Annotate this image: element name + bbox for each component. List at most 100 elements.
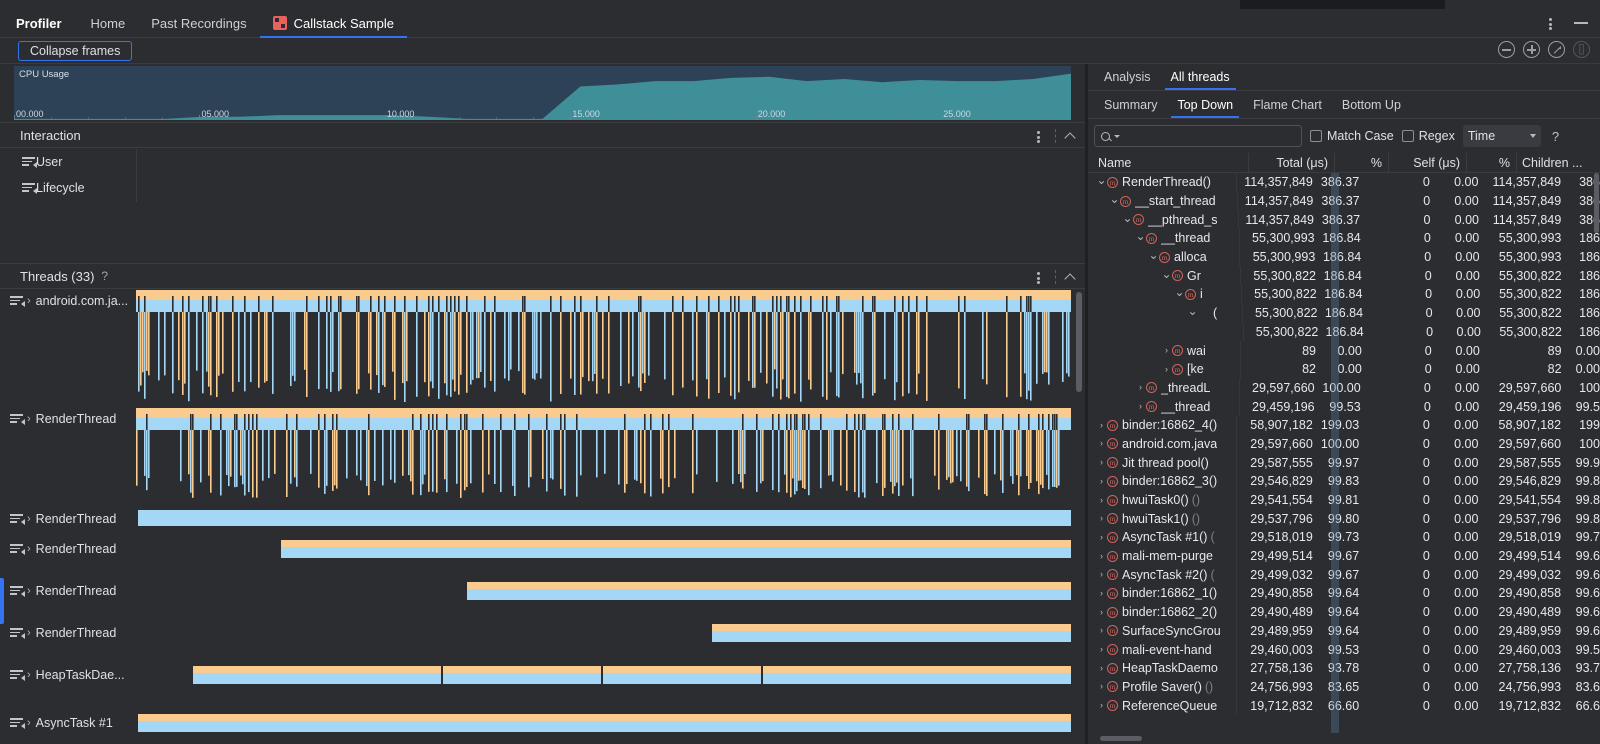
chevron-right-icon[interactable]: › [1100, 531, 1103, 542]
expand-arrow-icon[interactable]: › [27, 543, 31, 555]
chevron-right-icon[interactable]: › [1100, 494, 1103, 505]
table-row[interactable]: ⌄ m __thread 55,300,993 186.84 0 0.00 55,300,99… [1088, 229, 1600, 248]
thread-row-label-wrap[interactable]: › RenderThread [0, 538, 136, 560]
table-row[interactable]: 55,300,822 186.84 0 0.00 55,300,822 186 [1088, 322, 1600, 342]
column-header-total[interactable]: Total (μs) [1248, 152, 1334, 173]
chevron-down-icon[interactable]: ⌄ [1148, 248, 1159, 263]
chevron-down-icon[interactable]: ⌄ [1122, 210, 1133, 225]
thread-row[interactable]: › RenderThread [0, 538, 1085, 560]
tab-top-down[interactable]: Top Down [1167, 91, 1243, 118]
table-row[interactable]: ⌄(55,300,822 186.84 0 0.00 55,300,822 186 [1088, 303, 1600, 323]
table-row[interactable]: › m Jit thread pool() 29,587,555 99.97 0 0.00 2… [1088, 453, 1600, 472]
column-header-children[interactable]: Children ... [1516, 152, 1600, 173]
table-row[interactable]: › m Profile Saver()() 24,756,993 83.65 0 0.00 2… [1088, 677, 1600, 697]
help-icon[interactable]: ? [1551, 128, 1560, 144]
kebab-menu-icon[interactable] [1542, 15, 1558, 31]
chevron-right-icon[interactable]: › [1100, 606, 1103, 617]
chevron-right-icon[interactable]: › [1100, 513, 1103, 524]
chevron-right-icon[interactable]: › [1100, 457, 1103, 468]
search-input[interactable] [1094, 125, 1302, 147]
chevron-down-icon[interactable]: ⌄ [1187, 304, 1198, 319]
kebab-menu-icon[interactable] [1030, 128, 1046, 144]
chevron-right-icon[interactable]: › [1165, 363, 1168, 374]
kebab-menu-icon[interactable] [1030, 269, 1046, 285]
thread-row[interactable]: › RenderThread [0, 508, 1085, 530]
thread-row-label-wrap[interactable]: › AsyncTask #1 [0, 712, 136, 734]
column-header-name[interactable]: Name [1098, 155, 1132, 170]
unit-select[interactable]: Time [1462, 125, 1541, 147]
table-row[interactable]: › m binder:16862_2() 29,490,489 99.64 0 0.00 29… [1088, 602, 1600, 622]
table-row[interactable]: › m AsyncTask #2()(29,499,032 99.67 0 0.00 29,… [1088, 565, 1600, 585]
chevron-right-icon[interactable]: › [1100, 475, 1103, 486]
thread-flame-track[interactable] [136, 664, 1071, 698]
interaction-row-user[interactable]: User [0, 149, 1085, 175]
column-header-total-pct[interactable]: % [1334, 152, 1388, 173]
tab-home[interactable]: Home [78, 9, 139, 38]
chevron-right-icon[interactable]: › [1100, 550, 1103, 561]
timeline-vertical-scrollbar[interactable] [1076, 292, 1082, 392]
table-row[interactable]: › m AsyncTask #1()(29,518,019 99.73 0 0.00 29,… [1088, 528, 1600, 547]
thread-row-label-wrap[interactable]: › RenderThread [0, 408, 136, 430]
chevron-right-icon[interactable]: › [1100, 419, 1103, 430]
table-vertical-scrollbar[interactable] [1594, 173, 1599, 233]
thread-flame-track[interactable] [136, 408, 1071, 498]
tab-all-threads[interactable]: All threads [1161, 64, 1240, 90]
chevron-down-icon[interactable]: ⌄ [1109, 192, 1120, 207]
threads-section-header[interactable]: Threads (33) ? [0, 263, 1085, 289]
tab-past-recordings[interactable]: Past Recordings [138, 9, 259, 38]
collapse-frames-button[interactable]: Collapse frames [18, 40, 133, 61]
thread-row-label-wrap[interactable]: › android.com.ja... [0, 290, 136, 312]
table-row[interactable]: › m HeapTaskDaemo 27,758,136 93.78 0 0.00 27,75… [1088, 658, 1600, 678]
table-row[interactable]: › m android.com.java 29,597,660 100.00 0 0.00 2… [1088, 434, 1600, 454]
expand-arrow-icon[interactable]: › [27, 627, 31, 639]
thread-flame-track[interactable] [136, 580, 1071, 602]
table-row[interactable]: › m [ke 82 0.00 0 0.00 82 0.00 [1088, 359, 1600, 379]
table-row[interactable]: › m mali-mem-purge 29,499,514 99.67 0 0.00 29,4… [1088, 546, 1600, 566]
table-row[interactable]: › m ReferenceQueue 19,712,832 66.60 0 0.00 19,7… [1088, 696, 1600, 715]
interaction-section-header[interactable]: Interaction [0, 122, 1085, 148]
zoom-out-icon[interactable] [1498, 41, 1515, 58]
thread-row-label-wrap[interactable]: › RenderThread [0, 508, 136, 530]
thread-flame-track[interactable] [136, 622, 1071, 644]
table-row[interactable]: ⌄ m __start_thread 114,357,849 386.37 0 0.00 11… [1088, 191, 1600, 211]
reset-zoom-icon[interactable] [1548, 41, 1565, 58]
thread-row-label-wrap[interactable]: › HeapTaskDae... [0, 664, 136, 686]
threads-help-icon[interactable]: ? [101, 269, 109, 283]
expand-arrow-icon[interactable]: › [27, 295, 31, 307]
chevron-right-icon[interactable]: › [1100, 587, 1103, 598]
table-row[interactable]: › m _threadL 29,597,660 100.00 0 0.00 29,597,66… [1088, 378, 1600, 398]
thread-row[interactable]: › AsyncTask #1 [0, 712, 1085, 734]
table-row[interactable]: ⌄ m __pthread_s 114,357,849 386.37 0 0.00 114,3… [1088, 210, 1600, 230]
chevron-right-icon[interactable]: › [1100, 438, 1103, 449]
chevron-right-icon[interactable]: › [1100, 625, 1103, 636]
tab-summary[interactable]: Summary [1094, 91, 1167, 118]
chevron-right-icon[interactable]: › [1100, 681, 1103, 692]
chevron-down-icon[interactable]: ⌄ [1161, 266, 1172, 281]
zoom-in-icon[interactable] [1523, 41, 1540, 58]
tab-callstack-sample[interactable]: Callstack Sample [259, 9, 408, 38]
table-row[interactable]: ⌄ m Gr 55,300,822 186.84 0 0.00 55,300,822 186 [1088, 266, 1600, 286]
thread-row[interactable]: › RenderThread [0, 408, 1085, 498]
table-row[interactable]: ⌄ m RenderThread() 114,357,849 386.37 0 0.00 11… [1088, 173, 1600, 192]
table-horizontal-scrollbar[interactable] [1100, 736, 1142, 741]
chevron-right-icon[interactable]: › [1100, 644, 1103, 655]
table-row[interactable]: › m SurfaceSyncGrou 29,489,959 99.64 0 0.00 29,… [1088, 621, 1600, 641]
table-row[interactable]: › m binder:16862_3() 29,546,829 99.83 0 0.00 29… [1088, 472, 1600, 491]
thread-row-label-wrap[interactable]: › RenderThread [0, 622, 136, 644]
chevron-down-icon[interactable]: ⌄ [1174, 285, 1185, 300]
table-row[interactable]: › m __thread 29,459,196 99.53 0 0.00 29,459,196… [1088, 397, 1600, 416]
expand-arrow-icon[interactable]: › [27, 585, 31, 597]
minimize-icon[interactable] [1574, 22, 1588, 24]
chevron-right-icon[interactable]: › [1100, 662, 1103, 673]
chevron-right-icon[interactable]: › [1139, 382, 1142, 393]
column-header-self[interactable]: Self (μs) [1388, 152, 1466, 173]
expand-arrow-icon[interactable]: › [27, 513, 31, 525]
thread-flame-track[interactable] [136, 538, 1071, 560]
chevron-right-icon[interactable]: › [1100, 569, 1103, 580]
expand-arrow-icon[interactable]: › [27, 413, 31, 425]
chevron-right-icon[interactable]: › [1100, 700, 1103, 711]
table-row[interactable]: › m wai 89 0.00 0 0.00 89 0.00 [1088, 341, 1600, 360]
table-row[interactable]: › m mali-event-hand 29,460,003 99.53 0 0.00 29,… [1088, 640, 1600, 659]
thread-row-label-wrap[interactable]: › RenderThread [0, 580, 136, 602]
interaction-row-lifecycle[interactable]: Lifecycle [0, 175, 1085, 201]
